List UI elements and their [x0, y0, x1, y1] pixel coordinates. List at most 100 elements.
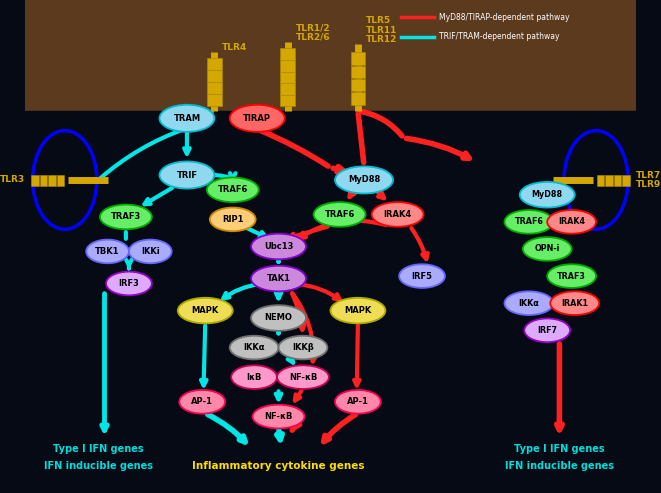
Bar: [207, 58, 221, 70]
Bar: [350, 52, 366, 65]
Bar: [622, 175, 630, 186]
Ellipse shape: [231, 365, 277, 389]
Bar: [48, 175, 56, 186]
Text: TAK1: TAK1: [266, 274, 291, 283]
Ellipse shape: [504, 291, 553, 315]
Text: MAPK: MAPK: [344, 306, 371, 315]
Text: TRIF: TRIF: [176, 171, 198, 179]
Bar: [350, 66, 366, 78]
Ellipse shape: [229, 336, 278, 359]
Bar: [280, 82, 295, 95]
Ellipse shape: [335, 167, 393, 193]
Ellipse shape: [100, 205, 152, 229]
Text: IKKα: IKKα: [243, 343, 265, 352]
Text: MAPK: MAPK: [192, 306, 219, 315]
Text: IKKβ: IKKβ: [292, 343, 314, 352]
Bar: [25, 111, 636, 493]
Text: RIP1: RIP1: [222, 215, 243, 224]
Text: IRF5: IRF5: [412, 272, 432, 281]
Bar: [605, 175, 613, 186]
Ellipse shape: [371, 202, 424, 227]
Ellipse shape: [251, 305, 306, 331]
Text: MyD88/TIRAP-dependent pathway: MyD88/TIRAP-dependent pathway: [438, 13, 569, 22]
Ellipse shape: [178, 298, 233, 323]
Text: TLR5
TLR11
TLR12: TLR5 TLR11 TLR12: [366, 16, 397, 44]
Bar: [207, 82, 221, 94]
Text: TIRAP: TIRAP: [243, 114, 271, 123]
Text: TRIF/TRAM-dependent pathway: TRIF/TRAM-dependent pathway: [438, 33, 559, 41]
Text: OPN-i: OPN-i: [535, 245, 560, 253]
Ellipse shape: [504, 210, 553, 234]
Text: IRAK1: IRAK1: [561, 299, 588, 308]
Ellipse shape: [520, 182, 574, 208]
Text: Type I IFN genes: Type I IFN genes: [53, 444, 143, 454]
Text: AP-1: AP-1: [191, 397, 214, 406]
Text: TRAM: TRAM: [173, 114, 200, 123]
Bar: [280, 60, 295, 72]
Text: IRF3: IRF3: [118, 279, 139, 288]
Text: TRAF3: TRAF3: [557, 272, 586, 281]
Text: IRAK4: IRAK4: [558, 217, 585, 226]
Text: IFN inducible genes: IFN inducible genes: [505, 461, 614, 471]
Ellipse shape: [251, 234, 306, 259]
Text: MyD88: MyD88: [348, 176, 380, 184]
Text: IκB: IκB: [247, 373, 262, 382]
Text: TLR3: TLR3: [0, 176, 25, 184]
Bar: [280, 48, 295, 60]
Ellipse shape: [253, 405, 305, 428]
Ellipse shape: [159, 105, 214, 132]
Text: IKKα: IKKα: [518, 299, 539, 308]
Text: TRAF6: TRAF6: [325, 210, 355, 219]
Bar: [40, 175, 47, 186]
Bar: [614, 175, 621, 186]
Text: Ubc13: Ubc13: [264, 242, 293, 251]
Bar: [207, 94, 221, 106]
Text: IKKi: IKKi: [141, 247, 160, 256]
Ellipse shape: [129, 240, 172, 263]
Ellipse shape: [550, 291, 599, 315]
Bar: [280, 94, 295, 106]
Ellipse shape: [179, 390, 225, 414]
Text: NEMO: NEMO: [264, 314, 292, 322]
Text: Inflammatory cytokine genes: Inflammatory cytokine genes: [192, 461, 365, 471]
Bar: [31, 175, 38, 186]
Text: NF-κB: NF-κB: [264, 412, 293, 421]
Bar: [280, 71, 295, 83]
Text: TLR1/2
TLR2/6: TLR1/2 TLR2/6: [295, 23, 330, 42]
Text: IRF7: IRF7: [537, 326, 557, 335]
Ellipse shape: [524, 318, 570, 342]
Ellipse shape: [547, 210, 596, 234]
Bar: [207, 70, 221, 82]
Bar: [25, 0, 636, 111]
Ellipse shape: [229, 105, 285, 132]
Text: TBK1: TBK1: [95, 247, 120, 256]
Ellipse shape: [86, 240, 129, 263]
Text: TRAF6: TRAF6: [217, 185, 248, 194]
Text: TRAF3: TRAF3: [111, 212, 141, 221]
Ellipse shape: [210, 208, 256, 231]
Bar: [597, 175, 604, 186]
Ellipse shape: [106, 272, 152, 295]
Text: MyD88: MyD88: [531, 190, 563, 199]
Text: AP-1: AP-1: [347, 397, 369, 406]
Ellipse shape: [399, 264, 445, 288]
Text: IFN inducible genes: IFN inducible genes: [44, 461, 153, 471]
Text: NF-κB: NF-κB: [289, 373, 317, 382]
Bar: [350, 92, 366, 105]
Ellipse shape: [335, 390, 381, 414]
Ellipse shape: [547, 264, 596, 288]
Ellipse shape: [278, 336, 327, 359]
Ellipse shape: [277, 365, 329, 389]
Ellipse shape: [523, 237, 572, 261]
Text: IRAK4: IRAK4: [383, 210, 412, 219]
Ellipse shape: [207, 177, 258, 202]
Text: Type I IFN genes: Type I IFN genes: [514, 444, 605, 454]
Text: TLR4: TLR4: [221, 43, 247, 52]
Ellipse shape: [159, 162, 214, 188]
Text: TLR7
TLR9: TLR7 TLR9: [636, 171, 661, 189]
Bar: [350, 79, 366, 91]
Ellipse shape: [314, 202, 366, 227]
Text: TRAF6: TRAF6: [514, 217, 543, 226]
Bar: [57, 175, 64, 186]
Ellipse shape: [251, 266, 306, 291]
